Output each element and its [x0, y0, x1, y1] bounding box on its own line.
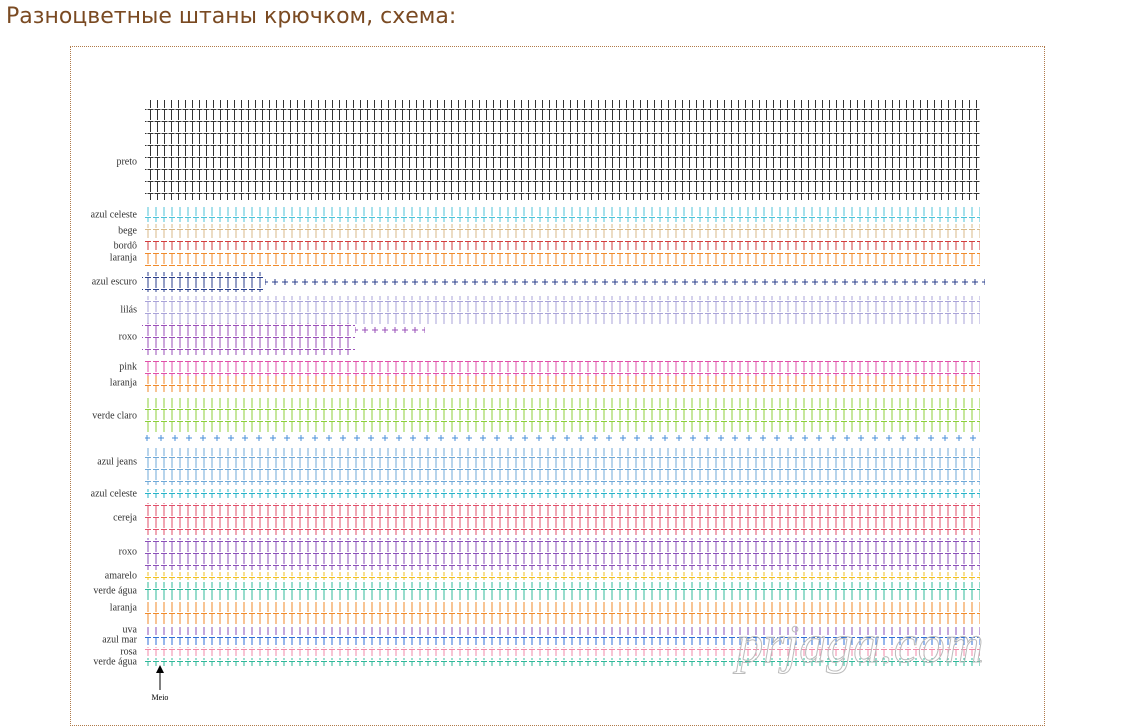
- stitch-row: [145, 224, 980, 238]
- row-label: bordô: [114, 240, 137, 251]
- heading: Разноцветные штаны крючком, схема:: [6, 4, 457, 29]
- row-label: roxo: [119, 331, 137, 342]
- stitch-row: [145, 296, 980, 325]
- stitch-row: [145, 376, 980, 392]
- row-label: amarelo: [105, 570, 137, 581]
- row-label: verde claro: [92, 410, 137, 421]
- stitch-row: [145, 207, 980, 222]
- watermark: prjaga.com: [732, 614, 983, 674]
- stitch-row: [145, 434, 980, 446]
- stitch-row: [145, 398, 980, 432]
- stitch-row: [145, 658, 980, 666]
- stitch-row: [145, 240, 980, 250]
- row-label: azul escuro: [92, 276, 137, 287]
- row-label: verde água: [93, 656, 137, 667]
- stitch-row: [145, 252, 980, 266]
- stitch-row: [265, 278, 985, 290]
- stitch-row: [142, 323, 355, 355]
- center-arrow-head: [156, 665, 164, 673]
- row-label: uva: [123, 624, 138, 635]
- row-label: azul mar: [102, 634, 137, 645]
- stitch-row: [145, 602, 980, 625]
- stitch-row: [142, 272, 265, 292]
- stitch-row: [145, 100, 980, 200]
- stitch-row: [145, 360, 980, 376]
- row-label: laranja: [110, 252, 138, 263]
- row-label: laranja: [110, 377, 138, 388]
- stitch-row: [145, 489, 980, 498]
- stitch-row: [355, 323, 425, 335]
- row-label: lilás: [120, 304, 137, 315]
- stitch-row: [145, 572, 980, 580]
- stitch-row: [145, 582, 980, 600]
- row-label: laranja: [110, 602, 138, 613]
- row-label: verde água: [93, 585, 137, 596]
- stitch-row: [145, 636, 980, 645]
- row-label: pink: [119, 361, 137, 372]
- center-label: Meio: [152, 693, 169, 702]
- row-label: azul jeans: [97, 456, 137, 467]
- stitch-row: [145, 627, 980, 635]
- row-label: azul celeste: [91, 488, 138, 499]
- stitch-row: [145, 448, 980, 485]
- row-label: rosa: [120, 646, 137, 657]
- row-label: cereja: [113, 512, 137, 523]
- row-label: preto: [116, 156, 137, 167]
- row-label: bege: [118, 225, 137, 236]
- stitch-row: [145, 647, 980, 656]
- stitch-row: [145, 503, 980, 535]
- row-label: azul celeste: [91, 209, 138, 220]
- row-label: roxo: [119, 546, 137, 557]
- page: Разноцветные штаны крючком, схема: Meio …: [6, 4, 1045, 726]
- stitch-row: [145, 538, 980, 570]
